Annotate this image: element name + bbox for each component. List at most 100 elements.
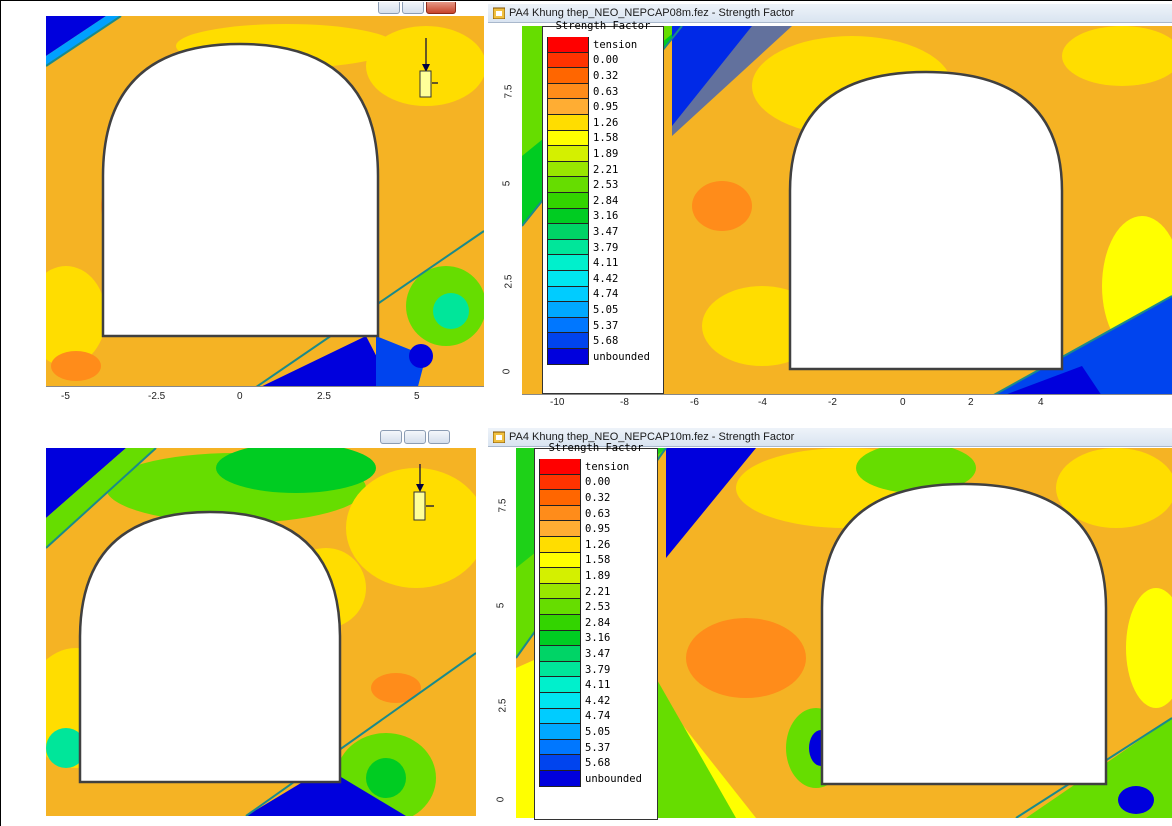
legend-label: 2.53 [585, 601, 611, 614]
y-axis-ruler-top-right: 7.5 5 2.5 0 [501, 26, 523, 386]
legend-swatch [547, 130, 589, 147]
legend-swatch [539, 459, 581, 475]
legend-label: 1.89 [585, 569, 611, 582]
contour-svg-top-left [46, 16, 484, 394]
legend-swatch [547, 161, 589, 178]
x-tick-label: 2 [968, 397, 974, 408]
legend-entry: 5.68 [547, 333, 618, 349]
legend-swatch [547, 333, 589, 349]
legend-entry: 5.37 [547, 317, 618, 334]
legend-swatch [539, 677, 581, 693]
legend-swatch [547, 99, 589, 115]
minimize-button[interactable] [380, 430, 402, 444]
legend-label: 4.11 [585, 679, 611, 692]
y-tick-label: 0 [501, 368, 513, 375]
title-bar-top-right[interactable]: PA4 Khung thep_NEO_NEPCAP08m.fez - Stren… [488, 4, 1172, 23]
legend-label: 0.32 [585, 491, 611, 504]
x-tick-label: 2.5 [317, 391, 331, 402]
legend-swatch [547, 317, 589, 334]
legend-swatch [547, 224, 589, 240]
legend-label: 4.74 [585, 710, 611, 723]
pane-bottom-left [18, 420, 478, 826]
strength-factor-app-icon [492, 7, 506, 20]
maximize-button[interactable] [402, 2, 424, 14]
pane-top-right: PA4 Khung thep_NEO_NEPCAP08m.fez - Stren… [488, 2, 1172, 412]
legend-swatch [539, 552, 581, 569]
legend-entry: 0.63 [547, 83, 618, 100]
legend-swatch [547, 68, 589, 84]
legend-swatch [539, 537, 581, 553]
legend-label: 4.11 [593, 257, 619, 270]
legend-entry: 1.58 [547, 130, 618, 147]
legend-entry: 0.63 [539, 505, 610, 522]
legend-entry: 0.95 [547, 99, 618, 115]
y-axis-ruler-bottom-right: 7.5 5 2.5 0 [495, 448, 517, 818]
legend-swatch [547, 146, 589, 162]
legend-label: 2.21 [585, 585, 611, 598]
window-title-bottom-right: PA4 Khung thep_NEO_NEPCAP10m.fez - Stren… [509, 431, 795, 443]
legend-swatch [547, 349, 589, 365]
legend-swatch [539, 630, 581, 647]
legend-swatch [547, 115, 589, 131]
x-tick-label: 0 [237, 391, 243, 402]
legend-swatch [539, 568, 581, 584]
legend-label: 3.47 [593, 225, 619, 238]
legend-swatch [539, 521, 581, 537]
legend-entry: 4.11 [539, 677, 610, 693]
y-tick-label: 5 [495, 602, 507, 609]
x-tick-label: -5 [61, 391, 70, 402]
contour-plot-bottom-left[interactable] [46, 448, 476, 816]
legend-entry: 1.26 [547, 115, 618, 131]
legend-label: 0.00 [593, 54, 619, 67]
legend-swatch [547, 286, 589, 303]
legend-swatch [539, 583, 581, 600]
legend-label: 0.32 [593, 69, 619, 82]
legend-label: 2.53 [593, 179, 619, 192]
window-buttons-bottom-left [380, 430, 450, 446]
y-tick-label: 0 [495, 796, 507, 803]
legend-swatch [547, 239, 589, 256]
contour-plot-top-left[interactable] [46, 16, 484, 394]
legend-entry: 5.05 [539, 724, 610, 740]
legend-label: 1.26 [585, 538, 611, 551]
legend-swatch [547, 208, 589, 225]
legend-swatch [539, 661, 581, 678]
legend-swatch [539, 724, 581, 740]
legend-swatch [539, 755, 581, 771]
x-tick-label: 0 [900, 397, 906, 408]
legend-entry: tension [547, 37, 637, 53]
y-tick-label: 7.5 [503, 84, 515, 99]
legend-entry: 4.11 [547, 255, 618, 271]
legend-label: 4.74 [593, 288, 619, 301]
legend-entry: 5.68 [539, 755, 610, 771]
legend-swatch [547, 271, 589, 287]
legend-entry: 0.32 [539, 490, 610, 506]
restore-button[interactable] [428, 430, 450, 444]
minimize-button[interactable] [378, 2, 400, 14]
y-tick-label: 2.5 [503, 274, 515, 289]
legend-label: 0.95 [593, 101, 619, 114]
close-button[interactable] [426, 2, 456, 14]
legend-label: 0.00 [585, 476, 611, 489]
legend-swatch [547, 83, 589, 100]
y-tick-label: 2.5 [497, 698, 509, 713]
legend-entry: 5.05 [547, 302, 618, 318]
x-tick-label: -2.5 [148, 391, 166, 402]
legend-entry: 0.95 [539, 521, 610, 537]
x-tick-label: -2 [828, 397, 837, 408]
legend-swatch [547, 37, 589, 53]
legend-swatch [539, 615, 581, 631]
legend-swatch [547, 255, 589, 271]
strength-factor-app-icon [492, 431, 506, 444]
legend-label: 2.84 [593, 194, 619, 207]
legend-entry: 1.26 [539, 537, 610, 553]
legend-swatch [539, 646, 581, 662]
maximize-button[interactable] [404, 430, 426, 444]
legend-entry: 3.79 [539, 661, 610, 678]
legend-entry: 2.53 [547, 177, 618, 193]
legend-swatch [547, 302, 589, 318]
legend-swatch [539, 599, 581, 615]
title-bar-bottom-right[interactable]: PA4 Khung thep_NEO_NEPCAP10m.fez - Stren… [488, 428, 1172, 447]
legend-swatch [539, 693, 581, 709]
window-title-top-right: PA4 Khung thep_NEO_NEPCAP08m.fez - Stren… [509, 7, 795, 19]
